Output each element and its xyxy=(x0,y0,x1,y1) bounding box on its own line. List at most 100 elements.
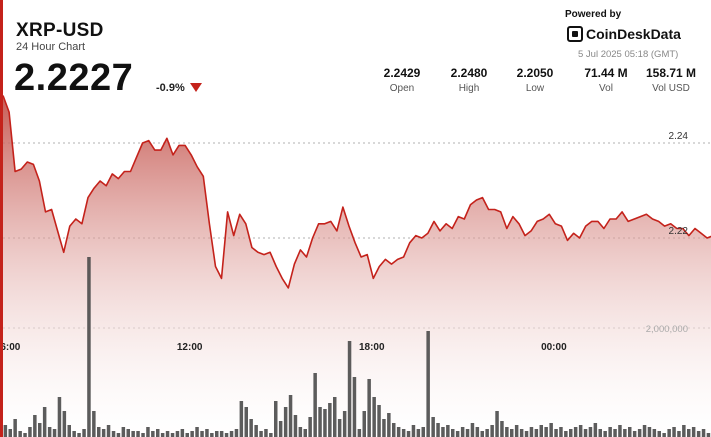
volume-bar xyxy=(23,433,27,437)
volume-bar xyxy=(672,427,676,437)
volume-bar xyxy=(47,427,52,437)
volume-bar xyxy=(62,411,67,437)
volume-bar xyxy=(623,429,627,437)
volume-bar xyxy=(446,425,450,437)
volume-bar xyxy=(195,427,199,437)
volume-bar xyxy=(416,429,421,437)
volume-bar xyxy=(136,431,140,437)
volume-bar xyxy=(219,431,224,437)
price-line xyxy=(2,95,711,289)
x-tick-label: 18:00 xyxy=(359,342,385,353)
volume-bar xyxy=(583,429,588,437)
volume-bar xyxy=(205,429,209,437)
volume-bar xyxy=(318,407,322,437)
down-arrow-icon xyxy=(190,83,202,92)
volume-bar xyxy=(573,427,578,437)
volume-bar xyxy=(72,431,76,437)
volume-bar xyxy=(342,411,347,437)
volume-bar xyxy=(347,341,352,437)
stat-label: Vol USD xyxy=(652,83,690,94)
volume-bar xyxy=(628,427,632,437)
volume-bar xyxy=(426,331,430,437)
volume-bar xyxy=(598,429,602,437)
volume-bar xyxy=(42,407,47,437)
volume-bar xyxy=(667,429,671,437)
volume-bar xyxy=(460,427,465,437)
volume-bar xyxy=(421,427,425,437)
volume-bar xyxy=(519,429,524,437)
volume-bar xyxy=(588,427,593,437)
volume-bar xyxy=(18,431,22,437)
volume-bar xyxy=(357,429,362,437)
volume-bar xyxy=(524,431,529,437)
price-area xyxy=(2,95,711,437)
stat-value: 158.71 M xyxy=(645,66,697,80)
stat-open: 2.2429 Open xyxy=(367,66,437,94)
stat-volume: 71.44 M Vol xyxy=(571,66,641,94)
volume-bar xyxy=(396,427,401,437)
volume-bar xyxy=(303,429,307,437)
volume-bar xyxy=(436,423,440,437)
volume-bar xyxy=(411,425,416,437)
volume-bar xyxy=(165,431,170,437)
volume-bar xyxy=(372,397,376,437)
volume-bar xyxy=(92,411,96,437)
volume-bar xyxy=(131,431,135,437)
volume-bar xyxy=(352,377,357,437)
coindesk-logo[interactable]: CoinDeskData xyxy=(567,24,681,44)
volume-bar xyxy=(682,425,686,437)
volume-bar xyxy=(559,427,563,437)
volume-bar xyxy=(269,433,273,437)
volume-bar xyxy=(441,427,445,437)
volume-bar xyxy=(401,429,406,437)
volume-bar xyxy=(687,429,691,437)
stat-label: Open xyxy=(389,83,415,94)
volume-bar xyxy=(175,431,180,437)
volume-bar xyxy=(328,403,332,437)
volume-bar xyxy=(249,419,253,437)
volume-bar xyxy=(392,423,396,437)
volume-bar xyxy=(28,427,32,437)
powered-by-label: Powered by xyxy=(565,9,622,20)
volume-bar xyxy=(77,433,81,437)
volume-bar xyxy=(82,429,86,437)
volume-bar xyxy=(470,423,475,437)
volume-tick-label: 2,000,000 xyxy=(646,324,688,335)
volume-bar xyxy=(210,433,214,437)
volume-bar xyxy=(387,413,391,437)
volume-bar xyxy=(632,431,637,437)
volume-bar xyxy=(706,433,711,437)
stat-value: 2.2480 xyxy=(450,66,488,80)
volume-bar xyxy=(160,433,165,437)
volume-bar xyxy=(377,405,381,437)
volume-bar xyxy=(293,415,298,437)
logo-text: CoinDeskData xyxy=(586,26,681,42)
volume-bar xyxy=(38,423,42,437)
volume-bar xyxy=(151,431,155,437)
volume-bar xyxy=(475,427,480,437)
volume-bar xyxy=(308,417,312,437)
volume-bars xyxy=(3,257,711,437)
volume-bar xyxy=(8,429,12,437)
volume-bar xyxy=(170,433,175,437)
pair-title: XRP-USD xyxy=(16,20,104,41)
volume-bar xyxy=(337,419,342,437)
chart-subtitle: 24 Hour Chart xyxy=(16,41,86,53)
current-price: 2.2227 xyxy=(14,57,134,99)
volume-bar xyxy=(185,433,189,437)
volume-bar xyxy=(691,427,696,437)
stat-value: 2.2050 xyxy=(516,66,554,80)
price-area-fill xyxy=(3,95,711,437)
volume-bar xyxy=(156,429,160,437)
volume-bar xyxy=(514,425,519,437)
volume-bar xyxy=(313,373,317,437)
volume-bar xyxy=(603,431,607,437)
volume-bar xyxy=(367,379,371,437)
stat-high: 2.2480 High xyxy=(434,66,504,94)
volume-bar xyxy=(544,427,548,437)
volume-bar xyxy=(564,431,568,437)
volume-bar xyxy=(106,425,111,437)
x-tick-label: 00:00 xyxy=(541,342,567,353)
volume-bar xyxy=(362,411,366,437)
